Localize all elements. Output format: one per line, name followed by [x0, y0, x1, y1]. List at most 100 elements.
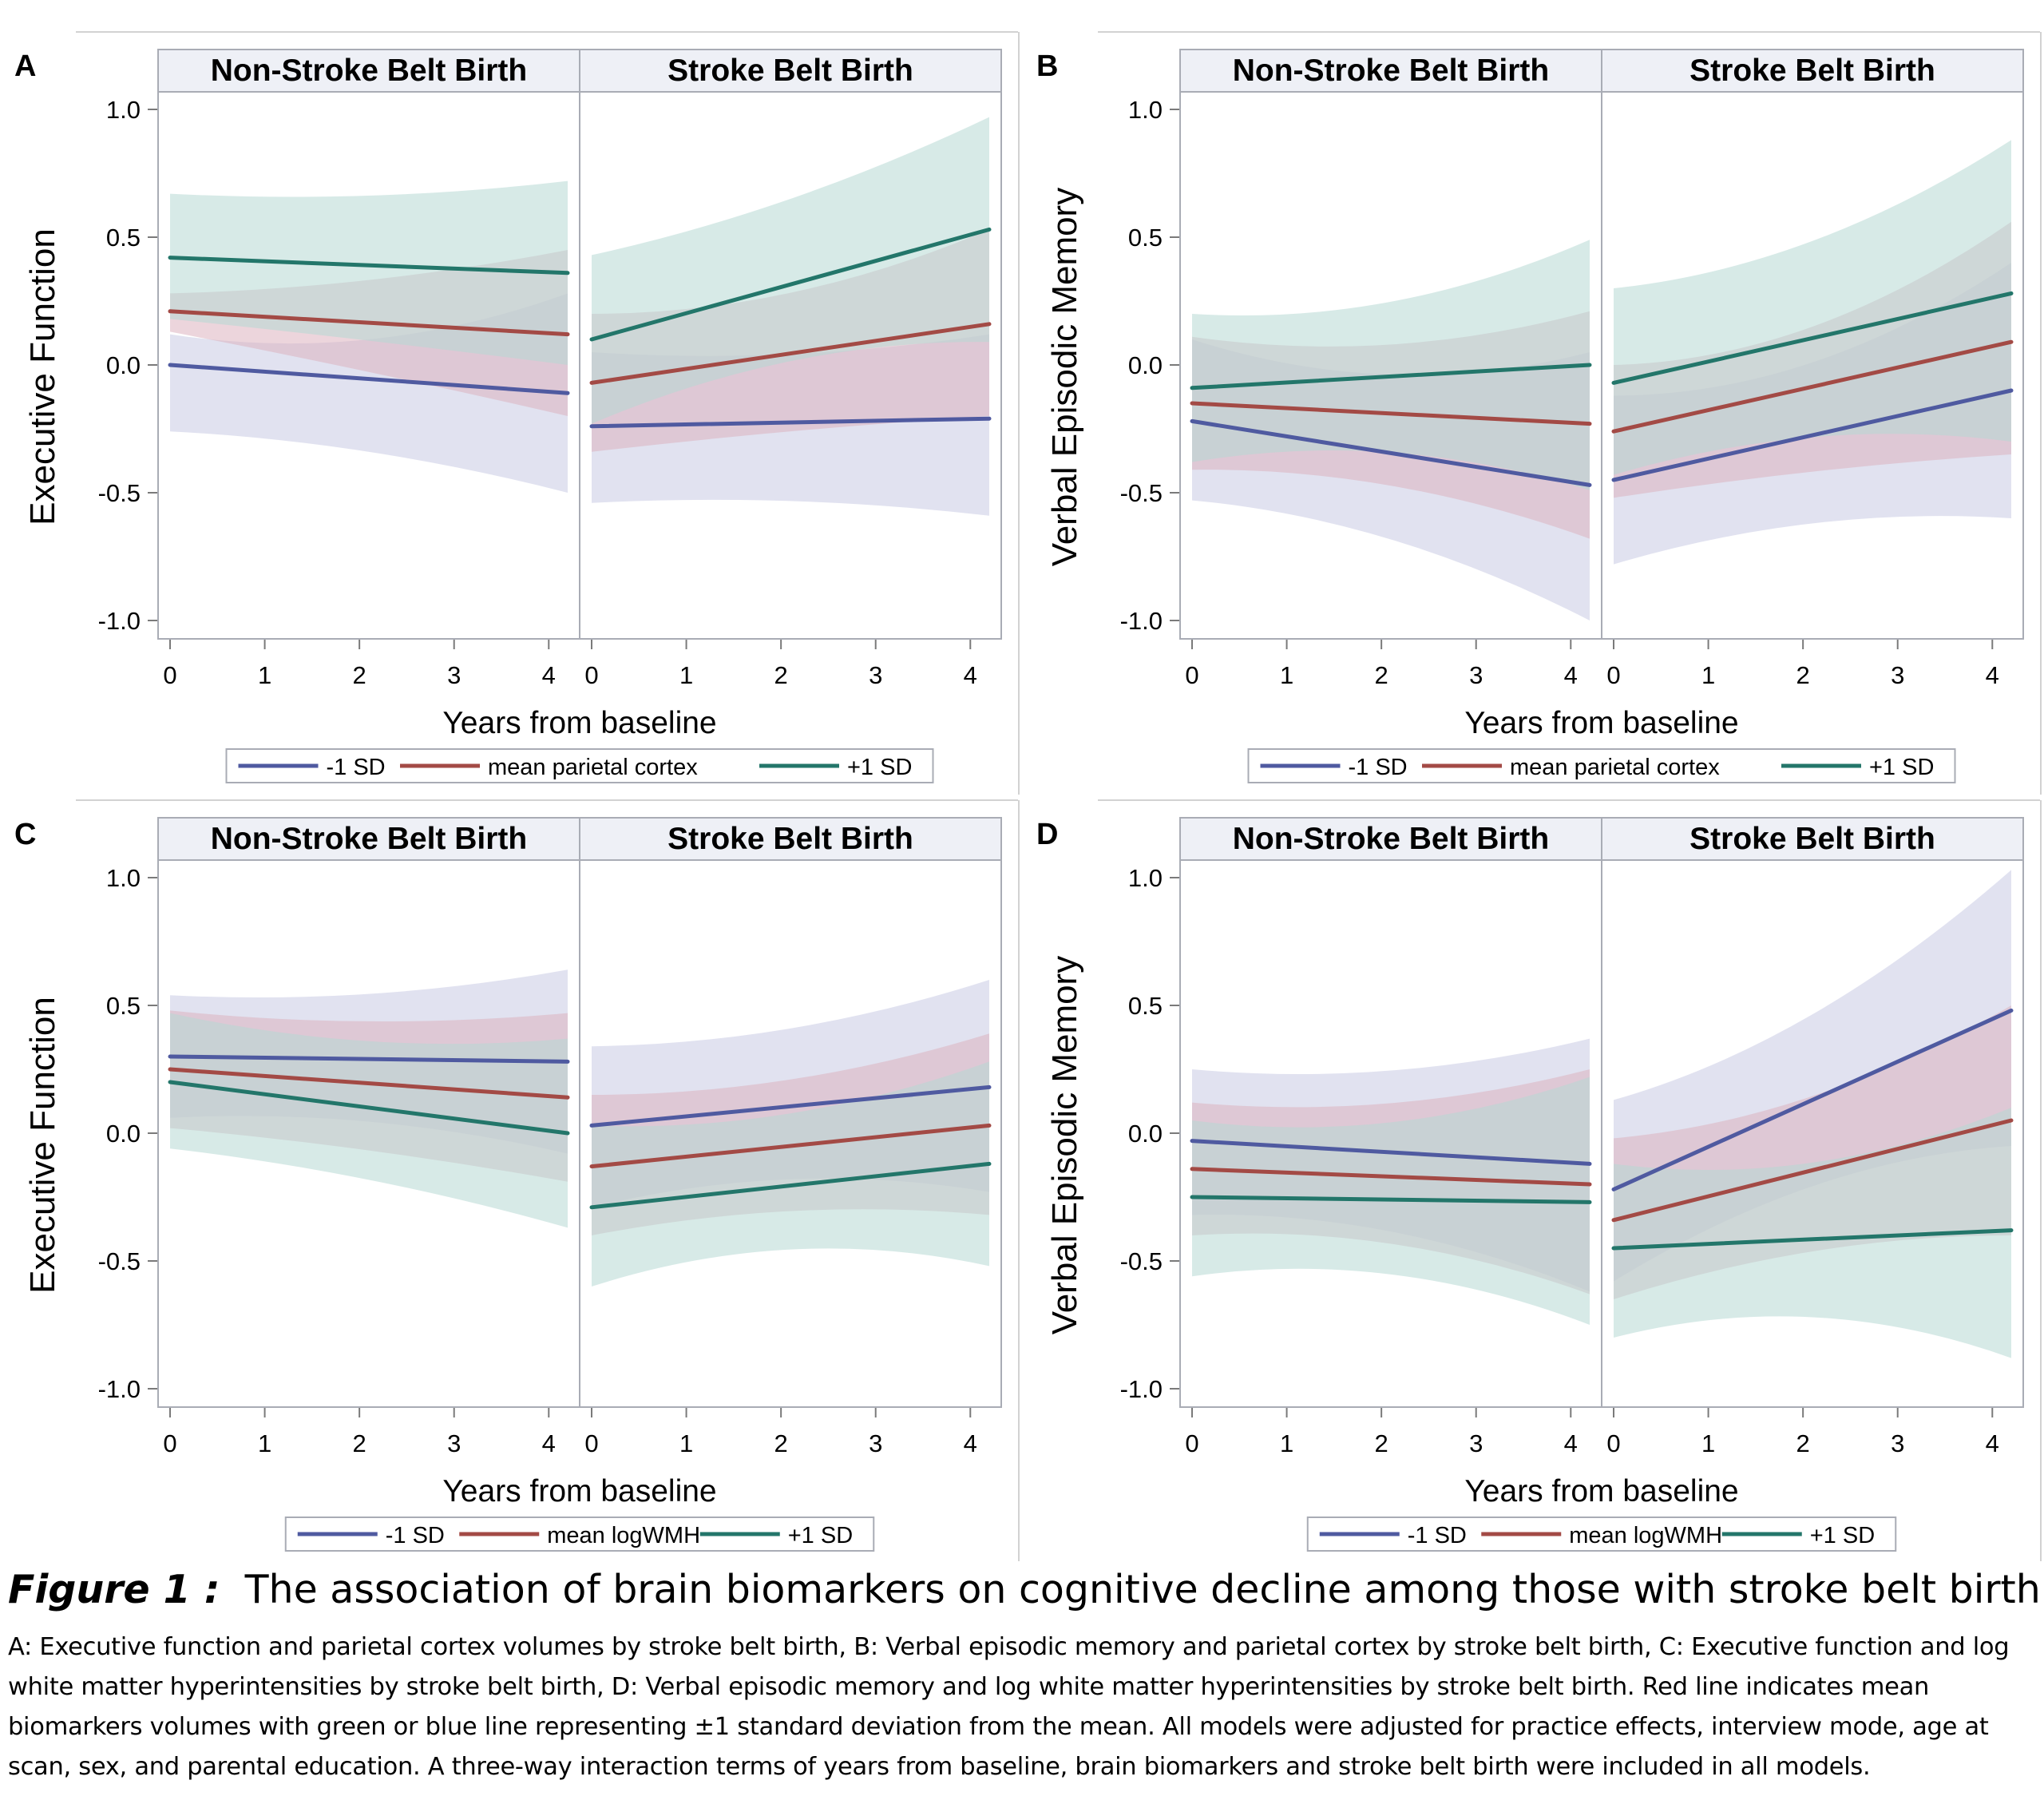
x-tick-label: 2	[353, 1429, 366, 1457]
figure-caption-heading: The association of brain biomarkers on c…	[244, 1567, 2041, 1612]
series-line-plus	[589, 227, 992, 342]
x-tick-label: 4	[964, 661, 977, 689]
x-tick-label: 2	[1375, 661, 1388, 689]
y-tick-label: 0.0	[106, 1120, 141, 1148]
series-line-minus	[168, 1054, 570, 1064]
facet-2: Stroke Belt Birth 0 1 2 3 4	[579, 817, 1002, 1457]
x-axis-label: Years from baseline	[442, 1474, 716, 1509]
panel-C: C Executive Function 1.0 0.5 0.0 -0.5 -1.0 Non-…	[14, 799, 1020, 1561]
y-axis-label: Verbal Episodic Memory	[1045, 956, 1084, 1334]
x-tick-label: 0	[1606, 1429, 1620, 1457]
x-tick-label: 4	[1564, 1429, 1578, 1457]
facet-title: Non-Stroke Belt Birth	[1233, 822, 1550, 856]
ci-band-plus	[592, 117, 989, 424]
ci-band-plus	[592, 1061, 989, 1287]
legend-label-mean: mean parietal cortex	[1510, 755, 1720, 780]
x-tick-label: 1	[1280, 1429, 1293, 1457]
figure-caption-text: A: Executive function and parietal corte…	[8, 1633, 2010, 1781]
facet-title: Stroke Belt Birth	[667, 822, 913, 856]
y-axis-label: Executive Function	[23, 997, 62, 1294]
y-tick-label: 0.0	[1128, 351, 1163, 379]
x-tick-label: 2	[353, 661, 366, 689]
legend-label-plus: +1 SD	[1810, 1523, 1875, 1548]
x-tick-label: 1	[679, 1429, 693, 1457]
panel-D: D Verbal Episodic Memory 1.0 0.5 0.0 -0.5 -1.0…	[1036, 799, 2042, 1561]
x-tick-label: 2	[774, 661, 788, 689]
facet-1: Non-Stroke Belt Birth 0 1 2 3 4	[1179, 49, 1602, 689]
legend-label-mean: mean logWMH	[1569, 1523, 1722, 1548]
series-line-mean	[1190, 401, 1592, 426]
series-line-minus	[1611, 388, 2014, 482]
series-line-plus	[1611, 1228, 2014, 1251]
x-tick-label: 0	[1185, 661, 1198, 689]
legend-label-plus: +1 SD	[847, 755, 912, 780]
facet-title: Stroke Belt Birth	[1689, 822, 1935, 856]
facet-2: Stroke Belt Birth 0 1 2 3 4	[579, 49, 1002, 689]
x-tick-label: 0	[1606, 661, 1620, 689]
series-line-plus	[1611, 291, 2014, 385]
legend-label-mean: mean parietal cortex	[488, 755, 698, 780]
facet-1: Non-Stroke Belt Birth 0 1 2 3 4	[157, 49, 580, 689]
y-tick-label: 1.0	[1128, 864, 1163, 892]
series-line-minus	[1611, 1008, 2014, 1191]
facet-1: Non-Stroke Belt Birth 0 1 2 3 4	[1179, 817, 1602, 1457]
series-line-mean	[1611, 339, 2014, 434]
legend: -1 SD mean parietal cortex +1 SD	[225, 748, 934, 783]
series-line-mean	[589, 322, 992, 385]
x-tick-label: 3	[1469, 661, 1483, 689]
x-tick-label: 4	[964, 1429, 977, 1457]
facet-2: Stroke Belt Birth 0 1 2 3 4	[1601, 817, 2024, 1457]
x-tick-label: 0	[584, 1429, 598, 1457]
plot-frame	[1601, 91, 2024, 640]
y-tick-label: 0.5	[1128, 224, 1163, 252]
series-line-plus	[589, 1161, 992, 1210]
y-tick-label: 1.0	[106, 96, 141, 124]
series-line-minus	[168, 363, 570, 395]
series-line-mean	[168, 309, 570, 337]
y-tick-label: -1.0	[98, 1375, 141, 1403]
panel-letter: A	[14, 50, 36, 83]
plot-frame	[579, 859, 1002, 1408]
y-tick-label: 1.0	[106, 864, 141, 892]
x-tick-label: 3	[1891, 1429, 1904, 1457]
x-tick-label: 1	[1701, 1429, 1715, 1457]
y-tick-label: 0.5	[106, 992, 141, 1020]
facet-title: Non-Stroke Belt Birth	[211, 822, 528, 856]
panel-A: A Executive Function 1.0 0.5 0.0 -0.5 -1.0 Non-…	[14, 31, 1020, 795]
x-tick-label: 4	[1986, 1429, 1999, 1457]
panel-B: B Verbal Episodic Memory 1.0 0.5 0.0 -0.5 -1.0…	[1036, 31, 2042, 795]
facet-2: Stroke Belt Birth 0 1 2 3 4	[1601, 49, 2024, 689]
series-line-mean	[589, 1123, 992, 1169]
panel-letter: C	[14, 818, 36, 851]
facet-header	[1601, 49, 2024, 93]
x-tick-label: 3	[1891, 661, 1904, 689]
legend-label-minus: -1 SD	[327, 755, 386, 780]
series-line-minus	[589, 416, 992, 429]
x-tick-label: 2	[1375, 1429, 1388, 1457]
panel-letter: B	[1036, 50, 1058, 83]
x-tick-label: 2	[1796, 661, 1810, 689]
ci-band-plus	[1614, 140, 2011, 475]
y-axis-label: Executive Function	[23, 228, 62, 525]
x-tick-label: 1	[1701, 661, 1715, 689]
x-tick-label: 4	[542, 1429, 556, 1457]
figure-caption-label: Figure 1 :	[8, 1567, 220, 1612]
series-line-minus	[1190, 1139, 1592, 1166]
series-line-plus	[1190, 363, 1592, 391]
legend-label-minus: -1 SD	[386, 1523, 445, 1548]
y-axis-label: Verbal Episodic Memory	[1045, 188, 1084, 566]
x-tick-label: 1	[258, 1429, 271, 1457]
figure-caption-title: Figure 1 : The association of brain biom…	[8, 1567, 2041, 1614]
x-tick-label: 4	[1564, 661, 1578, 689]
series-line-minus	[589, 1084, 992, 1128]
y-tick-label: -0.5	[98, 1247, 141, 1275]
y-tick-label: 0.0	[1128, 1120, 1163, 1148]
y-tick-label: -1.0	[1120, 607, 1163, 635]
y-tick-label: -0.5	[1120, 1247, 1163, 1275]
legend-label-plus: +1 SD	[1869, 755, 1934, 780]
facet-header	[157, 817, 580, 861]
x-tick-label: 4	[1986, 661, 1999, 689]
x-tick-label: 0	[1185, 1429, 1198, 1457]
y-tick-label: -1.0	[98, 607, 141, 635]
legend: -1 SD mean logWMH +1 SD	[1306, 1517, 1897, 1552]
